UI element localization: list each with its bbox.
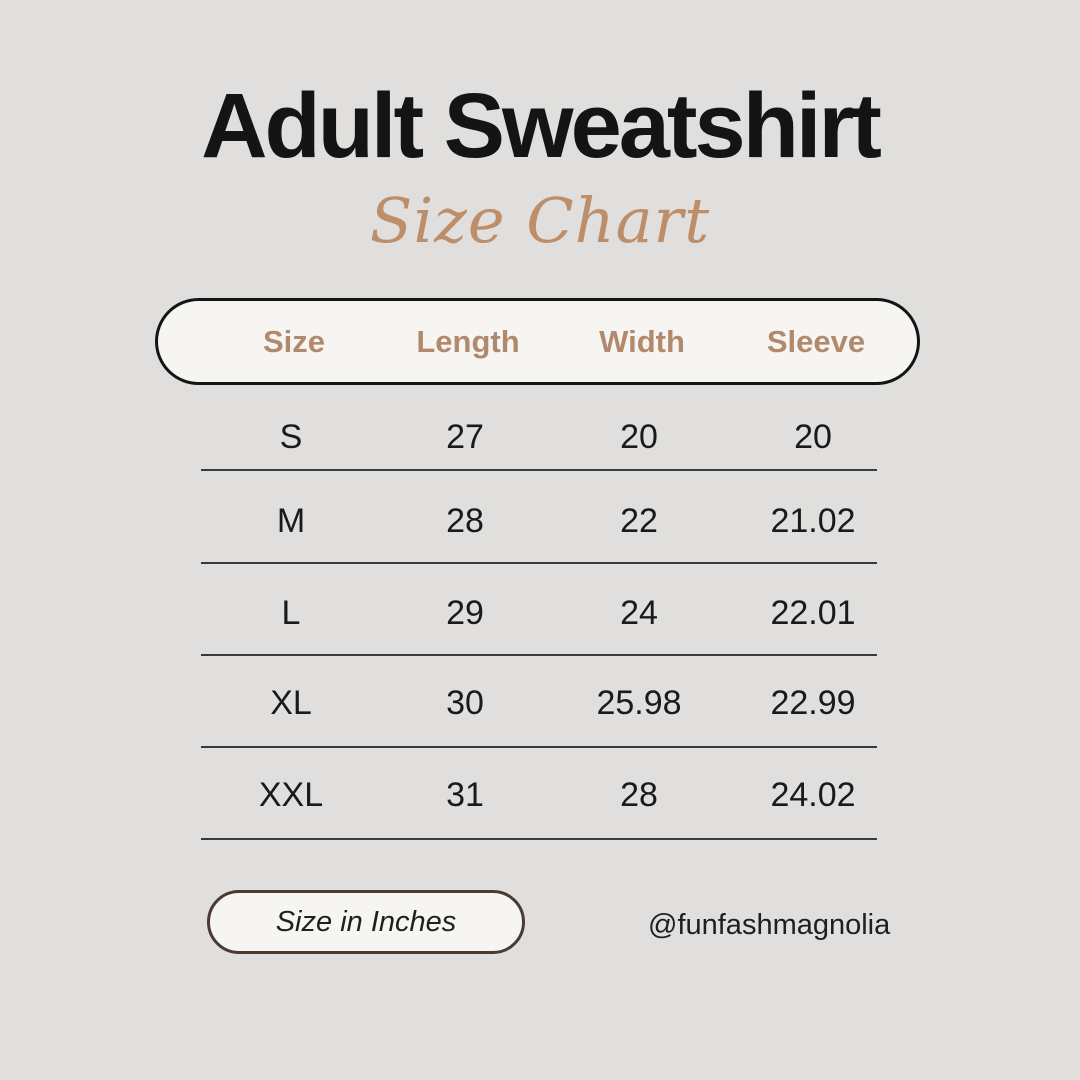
length-value: 27 [446, 417, 484, 456]
length-value: 31 [446, 775, 484, 814]
length-value: 28 [446, 501, 484, 540]
page-subtitle: Size Chart [369, 184, 711, 257]
table-row: L 29 24 22.01 [204, 567, 900, 659]
column-header-sleeve: Sleeve [766, 323, 866, 359]
column-header-length: Length [416, 323, 520, 359]
width-value: 22 [620, 501, 658, 540]
size-label: L [281, 593, 301, 632]
table-row: S 27 20 20 [204, 391, 900, 483]
sleeve-value: 22.99 [770, 683, 856, 722]
sleeve-value: 20 [794, 417, 832, 456]
table-header-row: Size Length Width Sleeve [207, 301, 903, 382]
sleeve-value: 22.01 [770, 593, 856, 632]
size-label: XXL [258, 775, 324, 814]
length-value: 29 [446, 593, 484, 632]
size-label: S [279, 417, 303, 456]
table-row: XXL 31 28 24.02 [204, 749, 900, 841]
table-header-pill: Size Length Width Sleeve [155, 298, 920, 385]
row-divider [201, 746, 877, 748]
table-row: M 28 22 21.02 [204, 475, 900, 567]
row-divider [201, 562, 877, 564]
width-value: 25.98 [596, 683, 682, 722]
width-value: 24 [620, 593, 658, 632]
unit-note-pill: Size in Inches [207, 890, 525, 954]
sleeve-value: 24.02 [770, 775, 856, 814]
unit-note-label: Size in Inches [275, 905, 457, 938]
length-value: 30 [446, 683, 484, 722]
row-divider [201, 654, 877, 656]
column-header-width: Width [599, 323, 685, 359]
column-header-size: Size [262, 323, 326, 359]
table-row: XL 30 25.98 22.99 [204, 657, 900, 749]
width-value: 20 [620, 417, 658, 456]
size-label: M [276, 501, 306, 540]
size-label: XL [270, 683, 312, 722]
page-title: Adult Sweatshirt [201, 75, 882, 177]
sleeve-value: 21.02 [770, 501, 856, 540]
row-divider [201, 469, 877, 471]
social-handle: @funfashmagnolia [648, 909, 891, 941]
width-value: 28 [620, 775, 658, 814]
row-divider [201, 838, 877, 840]
